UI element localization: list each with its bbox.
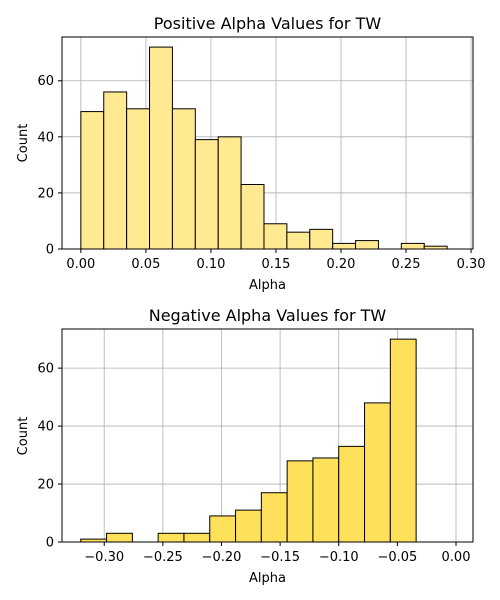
y-axis-ticks: 0 20 40 60 — [37, 74, 62, 258]
y-tick-label: 40 — [37, 130, 54, 145]
x-tick-label: 0.20 — [327, 257, 356, 272]
histogram-bar — [80, 111, 105, 250]
y-tick-label: 60 — [37, 74, 54, 89]
histogram-bar — [309, 228, 334, 250]
histogram-bars — [80, 338, 417, 543]
y-tick-label: 0 — [46, 243, 54, 258]
histogram-bar — [389, 338, 417, 543]
histogram-bar — [286, 231, 311, 250]
x-tick-label: 0.25 — [392, 257, 421, 272]
x-tick-label: −0.15 — [260, 550, 300, 565]
y-axis-ticks: 0 20 40 60 — [37, 362, 62, 551]
histogram-bars — [80, 46, 448, 250]
histogram-bar — [171, 108, 196, 250]
x-tick-label: −0.10 — [319, 550, 359, 565]
histogram-bar — [157, 532, 185, 543]
histogram-bar — [364, 402, 391, 543]
histogram-bar — [240, 184, 265, 250]
x-tick-label: 0.00 — [66, 257, 95, 272]
x-axis-label: Alpha — [249, 571, 286, 586]
x-tick-label: 0.30 — [457, 257, 486, 272]
plot-frame — [61, 328, 474, 543]
histogram-bar — [235, 509, 262, 543]
histogram-bar — [312, 457, 340, 543]
x-tick-label: 0.00 — [442, 550, 471, 565]
x-tick-label: −0.20 — [202, 550, 242, 565]
x-axis-label: Alpha — [249, 278, 286, 293]
histogram-bar — [400, 242, 425, 250]
y-tick-label: 60 — [37, 362, 54, 377]
y-tick-label: 40 — [37, 420, 54, 435]
histogram-bar — [260, 492, 288, 543]
y-tick-label: 20 — [37, 478, 54, 493]
histogram-bar — [355, 240, 379, 250]
y-tick-label: 20 — [37, 186, 54, 201]
chart-title: Negative Alpha Values for TW — [149, 306, 387, 325]
chart-title: Positive Alpha Values for TW — [154, 14, 382, 33]
histogram-bar — [332, 242, 357, 250]
x-tick-label: 0.05 — [131, 257, 160, 272]
grid-lines — [62, 37, 473, 250]
histogram-bar — [263, 223, 288, 250]
histogram-bar — [338, 445, 366, 543]
y-tick-label: 0 — [46, 536, 54, 551]
x-tick-label: 0.15 — [261, 257, 290, 272]
histogram-bar — [194, 139, 219, 250]
x-axis-ticks: 0.00 0.05 0.10 0.15 0.20 0.25 0.30 — [66, 249, 486, 272]
x-tick-label: 0.10 — [196, 257, 225, 272]
positive-alpha-histogram: Positive Alpha Values for TW 0.00 0.05 0.1… — [16, 14, 486, 293]
x-tick-label: −0.25 — [143, 550, 183, 565]
histogram-bar — [286, 460, 314, 543]
negative-alpha-histogram: Negative Alpha Values for TW −0.30 −0.25−… — [16, 306, 474, 586]
histogram-bar — [106, 532, 133, 543]
x-tick-label: −0.05 — [377, 550, 417, 565]
x-axis-ticks: −0.30 −0.25 −0.20 −0.15 −0.10 −0.05 0.00 — [84, 542, 470, 565]
plot-frame — [61, 36, 474, 250]
x-tick-label: −0.30 — [84, 550, 124, 565]
histogram-bar — [217, 136, 242, 250]
histogram-bar — [209, 515, 237, 543]
histogram-bar — [149, 46, 173, 250]
y-axis-label: Count — [16, 417, 31, 456]
histogram-bar — [183, 532, 211, 543]
histogram-bar — [126, 108, 151, 250]
y-axis-label: Count — [16, 124, 31, 163]
histogram-bar — [103, 91, 128, 250]
